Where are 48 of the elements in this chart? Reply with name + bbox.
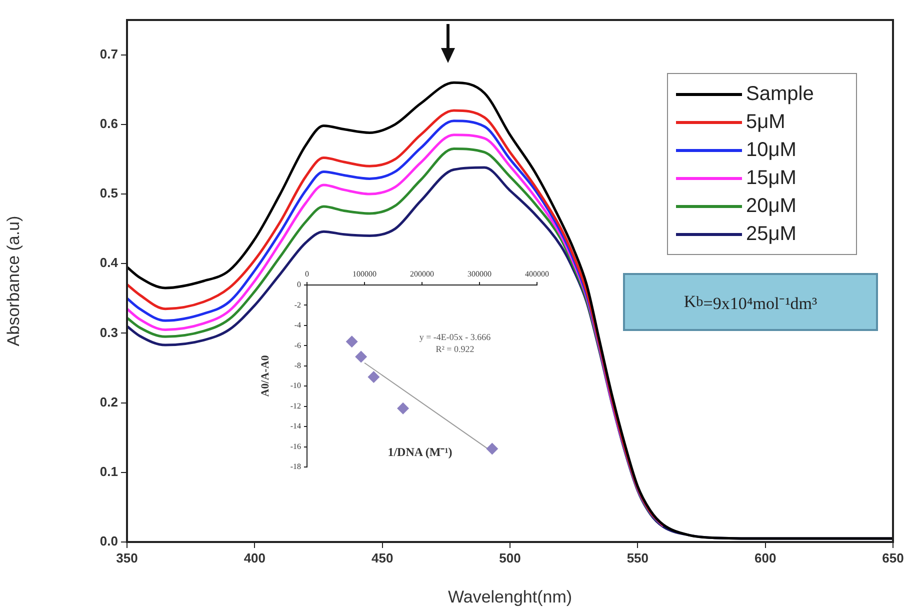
y-tick-label: 0.1 bbox=[100, 464, 118, 479]
x-tick-label: 200000 bbox=[410, 269, 434, 278]
y-tick-label: -16 bbox=[290, 442, 301, 451]
y-tick-label: 0.4 bbox=[100, 255, 119, 270]
legend-label: 20μM bbox=[746, 194, 796, 218]
y-axis-title: A0/A-A0 bbox=[259, 354, 272, 397]
y-tick-label: 0 bbox=[297, 280, 301, 290]
x-tick-label: 550 bbox=[626, 550, 649, 566]
y-tick-label: 0.7 bbox=[100, 46, 118, 62]
legend-label: 15μM bbox=[746, 166, 796, 190]
legend-label: 25μM bbox=[746, 222, 796, 246]
y-tick-label: -8 bbox=[294, 360, 301, 370]
point bbox=[355, 350, 368, 363]
legend-label: 10μM bbox=[746, 138, 796, 162]
y-tick-label: -10 bbox=[290, 381, 301, 390]
y-tick-label: -12 bbox=[290, 401, 301, 410]
point bbox=[397, 402, 410, 414]
y-tick-label: -4 bbox=[294, 320, 301, 330]
x-axis-title: 1/DNA (M⁻¹) bbox=[386, 444, 454, 460]
annotation: R² = 0.922 bbox=[434, 344, 476, 354]
y-tick-label: -6 bbox=[294, 340, 301, 350]
x-tick-label: 450 bbox=[371, 550, 394, 566]
legend-label: Sample bbox=[746, 82, 814, 106]
line-series bbox=[127, 81, 893, 540]
y-axis-title: Absorbance (a.u) bbox=[4, 216, 23, 346]
x-axis-title: Wavelenght(nm) bbox=[448, 587, 572, 606]
x-tick-label: 0 bbox=[305, 269, 309, 278]
point bbox=[368, 371, 380, 384]
x-tick-label: 400 bbox=[244, 550, 266, 566]
y-tick-label: -14 bbox=[290, 422, 301, 431]
x-tick-label: 300000 bbox=[468, 269, 492, 278]
point bbox=[486, 442, 498, 455]
x-tick-label: 400000 bbox=[525, 269, 549, 278]
y-tick-label: -18 bbox=[290, 462, 301, 472]
x-tick-label: 650 bbox=[882, 550, 904, 566]
annotation: y = -4E-05x - 3.666 bbox=[418, 332, 492, 342]
point bbox=[346, 336, 358, 348]
x-tick-label: 500 bbox=[499, 550, 521, 566]
y-tick-label: 0.2 bbox=[100, 394, 118, 410]
x-tick-label: 600 bbox=[754, 550, 776, 566]
x-tick-label: 100000 bbox=[352, 269, 376, 278]
y-tick-label: -2 bbox=[294, 300, 301, 310]
y-tick-label: 0.5 bbox=[100, 186, 118, 201]
legend-label: 5μM bbox=[746, 110, 786, 134]
y-tick-label: 0.3 bbox=[100, 324, 118, 340]
x-tick-label: 350 bbox=[116, 550, 138, 566]
y-tick-label: 0.0 bbox=[100, 534, 118, 549]
y-tick-label: 0.6 bbox=[100, 116, 118, 131]
